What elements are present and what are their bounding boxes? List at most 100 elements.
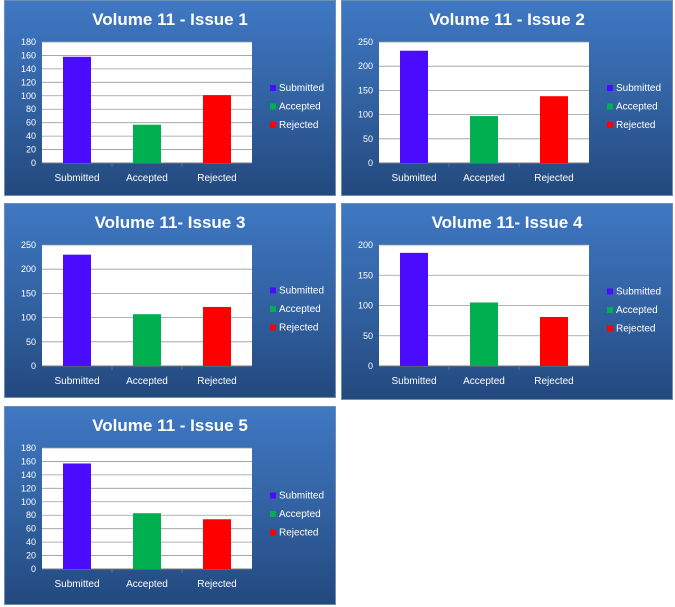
x-category-label: Submitted [54,579,99,590]
y-tick-label: 0 [31,361,36,371]
y-tick-label: 160 [21,50,36,60]
chart-svg: Volume 11 - Issue 1 0 20 40 60 80 100 120 140 160… [21,10,324,184]
bar-rejected [203,95,231,163]
bar-submitted [63,56,91,163]
legend-label: Accepted [616,305,658,316]
bar-accepted [133,314,161,366]
y-tick-label: 50 [363,331,373,341]
legend-label: Submitted [279,83,324,94]
bar-submitted [63,463,91,569]
y-tick-label: 200 [21,264,36,274]
y-tick-label: 120 [21,77,36,87]
bar-accepted [133,513,161,569]
legend-swatch [270,85,276,91]
legend-swatch [270,287,276,294]
y-tick-label: 100 [358,110,373,120]
y-tick-label: 0 [368,361,373,371]
legend-label: Rejected [279,120,318,131]
y-tick-label: 160 [21,456,36,466]
y-tick-label: 140 [21,470,36,480]
y-tick-label: 100 [21,91,36,101]
x-category-label: Submitted [54,376,99,387]
legend-swatch [607,85,613,91]
x-category-label: Rejected [534,376,573,387]
y-tick-label: 0 [368,158,373,168]
legend-swatch [270,492,276,499]
bar-rejected [203,519,231,569]
bar-rejected [540,316,568,366]
y-tick-label: 250 [21,240,36,250]
bar-submitted [400,50,428,163]
legend-label: Submitted [279,286,324,297]
bar-accepted [470,116,498,163]
chart-svg: Volume 11- Issue 3 0 50 100 150 200 250 Submitt… [21,213,324,387]
chart-panel-issue-5: Volume 11 - Issue 5 0 20 40 60 80 100 120 140 160… [4,406,336,605]
chart-svg: Volume 11- Issue 4 0 50 100 150 200 Submitted A… [358,213,661,387]
chart-title: Volume 11- Issue 4 [432,213,583,232]
chart-panel-issue-2: Volume 11 - Issue 2 0 50 100 150 200 250 Submit… [341,0,673,196]
chart-title: Volume 11 - Issue 1 [92,10,248,29]
y-tick-label: 150 [358,85,373,95]
legend-swatch [607,122,613,128]
legend-label: Accepted [279,102,321,113]
legend-swatch [607,307,613,313]
x-category-label: Accepted [463,376,505,387]
chart-title: Volume 11 - Issue 2 [429,10,585,29]
x-category-label: Rejected [197,376,236,387]
legend-label: Rejected [279,528,318,539]
x-category-label: Accepted [126,376,168,387]
legend-label: Rejected [616,120,655,131]
legend-swatch [270,511,276,517]
y-tick-label: 180 [21,443,36,453]
y-tick-label: 100 [21,313,36,323]
chart-svg: Volume 11 - Issue 2 0 50 100 150 200 250 Submit… [358,10,661,184]
legend-swatch [270,103,276,110]
legend-label: Accepted [279,509,321,520]
chart-panel-issue-3: Volume 11- Issue 3 0 50 100 150 200 250 Submitt… [4,203,336,398]
y-tick-label: 0 [31,158,36,168]
legend-label: Accepted [616,102,658,113]
legend-swatch [607,103,613,110]
x-category-label: Rejected [534,173,573,184]
bar-accepted [133,124,161,163]
legend-label: Rejected [279,323,318,334]
y-tick-label: 80 [26,510,36,520]
legend-swatch [270,324,276,331]
chart-title: Volume 11 - Issue 5 [92,416,248,435]
legend-label: Submitted [616,287,661,298]
chart-panel-issue-4: Volume 11- Issue 4 0 50 100 150 200 Submitted A… [341,203,673,400]
x-category-label: Submitted [391,173,436,184]
x-category-label: Accepted [126,579,168,590]
x-category-label: Accepted [463,173,505,184]
y-tick-label: 20 [26,145,36,155]
y-tick-label: 60 [26,524,36,534]
x-category-label: Submitted [391,376,436,387]
chart-svg: Volume 11 - Issue 5 0 20 40 60 80 100 120 140 160… [21,416,324,590]
bar-submitted [63,254,91,366]
legend-swatch [270,306,276,312]
legend-swatch [607,325,613,332]
bar-rejected [203,306,231,366]
y-tick-label: 50 [26,337,36,347]
y-tick-label: 120 [21,483,36,493]
legend-swatch [607,288,613,295]
y-tick-label: 140 [21,64,36,74]
x-category-label: Rejected [197,579,236,590]
y-tick-label: 0 [31,564,36,574]
y-tick-label: 50 [363,134,373,144]
legend-label: Submitted [616,83,661,94]
y-tick-label: 80 [26,104,36,114]
y-tick-label: 20 [26,551,36,561]
legend-swatch [270,529,276,536]
chart-title: Volume 11- Issue 3 [95,213,246,232]
x-category-label: Rejected [197,173,236,184]
y-tick-label: 250 [358,37,373,47]
y-tick-label: 180 [21,37,36,47]
legend-label: Rejected [616,324,655,335]
y-tick-label: 100 [21,497,36,507]
bar-accepted [470,302,498,366]
legend-label: Submitted [279,491,324,502]
y-tick-label: 150 [358,270,373,280]
bar-submitted [400,252,428,366]
legend-swatch [270,122,276,128]
